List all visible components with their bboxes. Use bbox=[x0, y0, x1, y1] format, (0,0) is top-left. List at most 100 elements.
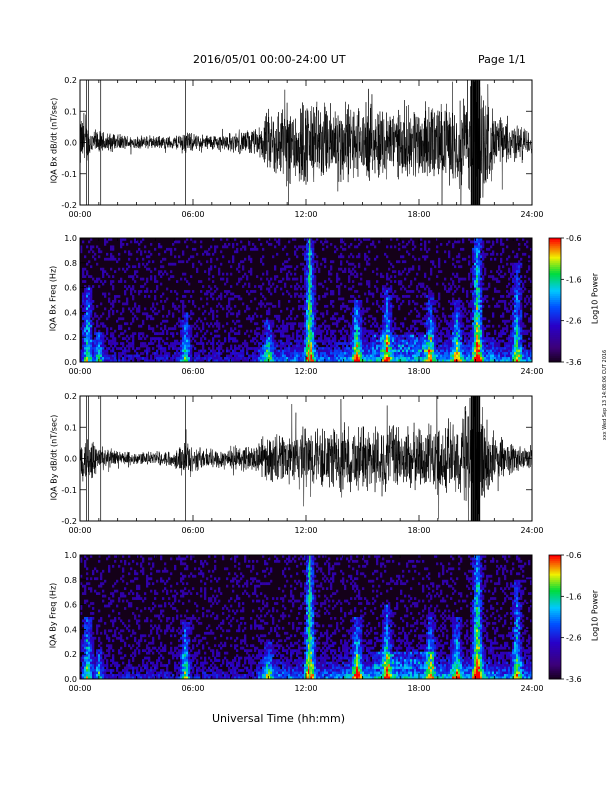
spectrogram-cell bbox=[396, 297, 399, 301]
spectrogram-cell bbox=[386, 300, 389, 303]
spectrogram-cell bbox=[274, 339, 277, 343]
spectrogram-cell bbox=[356, 245, 359, 249]
spectrogram-cell bbox=[364, 332, 367, 336]
spectrogram-cell bbox=[384, 359, 387, 363]
spectrogram-cell bbox=[300, 349, 303, 353]
spectrogram-cell bbox=[170, 262, 173, 266]
spectrogram-cell bbox=[88, 322, 91, 326]
spectrogram-cell bbox=[118, 257, 121, 261]
spectrogram-cell bbox=[182, 327, 185, 331]
spectrogram-cell bbox=[294, 322, 297, 326]
spectrogram-cell bbox=[436, 314, 439, 318]
spectrogram-cell bbox=[188, 290, 191, 293]
spectrogram-cell bbox=[268, 312, 271, 316]
spectrogram-cell bbox=[394, 327, 397, 331]
spectrogram-cell bbox=[364, 322, 367, 326]
spectrogram-cell bbox=[324, 280, 327, 283]
spectrogram-cell bbox=[210, 354, 213, 358]
spectrogram-cell bbox=[516, 329, 519, 333]
spectrogram-cell bbox=[110, 307, 113, 311]
spectrogram-cell bbox=[134, 332, 137, 336]
spectrogram-cell bbox=[364, 238, 367, 241]
spectrogram-cell bbox=[210, 349, 213, 353]
spectrogram-cell bbox=[472, 270, 475, 274]
spectrogram-cell bbox=[260, 354, 263, 358]
spectrogram-cell bbox=[304, 347, 307, 350]
spectrogram-cell bbox=[426, 295, 429, 298]
spectrogram-cell bbox=[380, 357, 383, 360]
spectrogram-cell bbox=[322, 247, 325, 251]
spectrogram-cell bbox=[448, 282, 451, 286]
spectrogram-cell bbox=[408, 357, 411, 360]
spectrogram-cell bbox=[508, 277, 511, 281]
spectrogram-cell bbox=[190, 312, 193, 316]
spectrogram-cell bbox=[318, 327, 321, 331]
spectrogram-cell bbox=[312, 349, 315, 353]
spectrogram-cell bbox=[376, 324, 379, 328]
spectrogram-cell bbox=[246, 347, 249, 350]
spectrogram-cell bbox=[286, 277, 289, 281]
spectrogram-cell bbox=[86, 334, 89, 338]
spectrogram-cell bbox=[332, 339, 335, 343]
spectrogram-cell bbox=[286, 334, 289, 338]
spectrogram-cell bbox=[128, 265, 131, 269]
spectrogram-cell bbox=[476, 247, 479, 251]
spectrogram-cell bbox=[250, 354, 253, 358]
spectrogram-cell bbox=[446, 290, 449, 293]
spectrogram-cell bbox=[362, 359, 365, 363]
spectrogram-cell bbox=[468, 354, 471, 358]
spectrogram-cell bbox=[428, 304, 431, 308]
spectrogram-cell bbox=[324, 339, 327, 343]
spectrogram-cell bbox=[280, 309, 283, 313]
spectrogram-cell bbox=[514, 265, 517, 269]
spectrogram-cell bbox=[162, 349, 165, 353]
spectrogram-cell bbox=[120, 240, 123, 244]
spectrogram-cell bbox=[152, 352, 155, 355]
spectrogram-cell bbox=[500, 238, 503, 241]
spectrogram-cell bbox=[492, 250, 495, 254]
spectrogram-cell bbox=[210, 342, 213, 345]
spectrogram-cell bbox=[86, 287, 89, 291]
spectrogram-cell bbox=[96, 359, 99, 363]
spectrogram-cell bbox=[228, 302, 231, 306]
spectrogram-cell bbox=[464, 334, 467, 338]
spectrogram-cell bbox=[336, 319, 339, 323]
spectrogram-cell bbox=[450, 324, 453, 328]
spectrogram-cell bbox=[102, 270, 105, 274]
spectrogram-cell bbox=[130, 287, 133, 291]
spectrogram-cell bbox=[238, 312, 241, 316]
spectrogram-cell bbox=[276, 275, 279, 278]
spectrogram-cell bbox=[506, 352, 509, 355]
spectrogram-cell bbox=[88, 292, 91, 296]
spectrogram-cell bbox=[166, 329, 169, 333]
spectrogram-cell bbox=[452, 242, 455, 246]
spectrogram-cell bbox=[124, 337, 127, 340]
spectrogram-cell bbox=[502, 359, 505, 363]
spectrogram-cell bbox=[412, 337, 415, 340]
spectrogram-cell bbox=[102, 332, 105, 336]
spectrogram-cell bbox=[502, 295, 505, 298]
spectrogram-cell bbox=[118, 334, 121, 338]
spectrogram-cell bbox=[500, 357, 503, 360]
spectrogram-cell bbox=[490, 275, 493, 278]
spectrogram-cell bbox=[392, 292, 395, 296]
spectrogram-cell bbox=[228, 300, 231, 303]
spectrogram-cell bbox=[230, 312, 233, 316]
spectrogram-cell bbox=[332, 349, 335, 353]
spectrogram-cell bbox=[450, 347, 453, 350]
spectrogram-cell bbox=[356, 314, 359, 318]
spectrogram-cell bbox=[96, 332, 99, 336]
spectrogram-cell bbox=[84, 319, 87, 323]
spectrogram-cell bbox=[334, 245, 337, 249]
spectrogram-cell bbox=[456, 324, 459, 328]
spectrogram-cell bbox=[352, 280, 355, 283]
spectrogram-cell bbox=[152, 302, 155, 306]
spectrogram-cell bbox=[222, 272, 225, 276]
spectrogram-cell bbox=[516, 307, 519, 311]
spectrogram-cell bbox=[308, 329, 311, 333]
spectrogram-cell bbox=[414, 257, 417, 261]
spectrogram-cell bbox=[310, 242, 313, 246]
spectrogram-cell bbox=[312, 290, 315, 293]
spectrogram-cell bbox=[428, 312, 431, 316]
spectrogram-cell bbox=[374, 332, 377, 336]
